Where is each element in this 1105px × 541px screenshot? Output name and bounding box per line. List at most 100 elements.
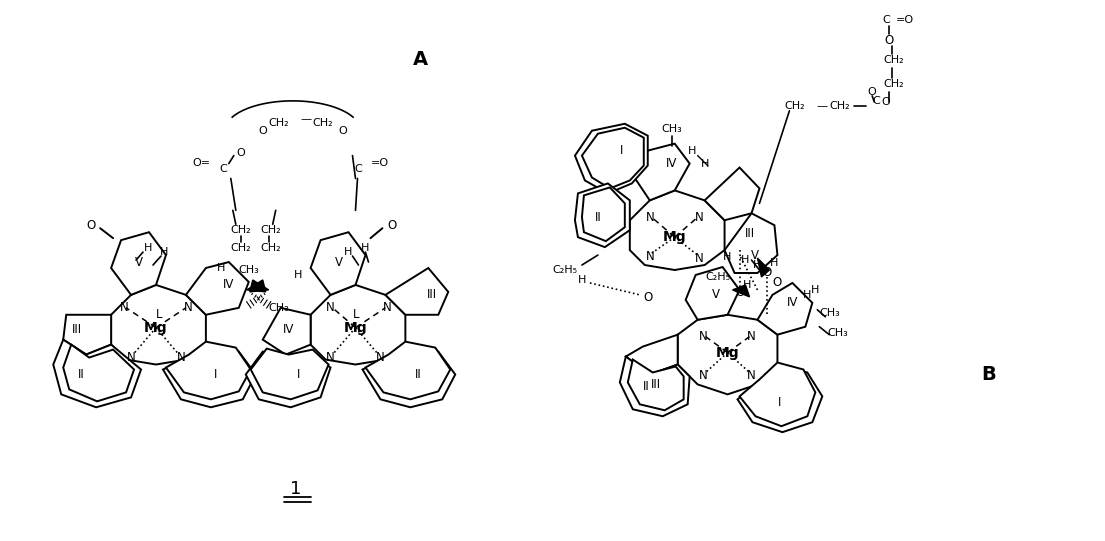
Polygon shape — [628, 360, 684, 410]
Text: =O: =O — [896, 15, 914, 25]
Polygon shape — [112, 232, 166, 295]
Text: A: A — [413, 50, 428, 69]
Text: O: O — [867, 87, 876, 97]
Polygon shape — [625, 335, 677, 374]
Text: CH₂: CH₂ — [261, 225, 281, 235]
Text: O: O — [882, 97, 891, 107]
Text: IV: IV — [283, 323, 294, 336]
Text: N: N — [699, 330, 708, 343]
Text: N: N — [127, 351, 136, 364]
Text: N: N — [383, 301, 392, 314]
Polygon shape — [386, 268, 449, 315]
Text: H: H — [361, 243, 370, 253]
Text: H: H — [744, 280, 751, 290]
Polygon shape — [705, 168, 759, 220]
Text: III: III — [651, 378, 661, 391]
Text: H: H — [724, 252, 732, 262]
Polygon shape — [575, 183, 630, 247]
Polygon shape — [758, 258, 769, 277]
Text: CH₂: CH₂ — [261, 243, 281, 253]
Text: Mg: Mg — [716, 346, 739, 360]
Text: O: O — [388, 219, 397, 232]
Text: CH₃: CH₃ — [661, 124, 682, 134]
Text: I: I — [778, 396, 781, 409]
Text: O: O — [236, 148, 245, 157]
Polygon shape — [311, 232, 366, 295]
Text: N: N — [119, 301, 128, 314]
Text: CH₂: CH₂ — [231, 225, 251, 235]
Text: O: O — [338, 126, 347, 136]
Text: I: I — [214, 368, 218, 381]
Text: CH₂: CH₂ — [231, 243, 251, 253]
Polygon shape — [737, 365, 822, 432]
Text: V: V — [135, 255, 143, 268]
Text: N: N — [695, 211, 704, 224]
Text: CH₃: CH₃ — [239, 265, 260, 275]
Polygon shape — [311, 285, 406, 365]
Polygon shape — [725, 213, 778, 273]
Text: N: N — [183, 301, 192, 314]
Text: =O: =O — [370, 157, 389, 168]
Text: H: H — [144, 243, 152, 253]
Text: N: N — [699, 369, 708, 382]
Polygon shape — [758, 283, 812, 335]
Text: N: N — [747, 369, 756, 382]
Text: —: — — [301, 114, 312, 124]
Text: H: H — [160, 247, 168, 257]
Text: CH₃: CH₃ — [269, 303, 290, 313]
Text: H: H — [345, 247, 352, 257]
Text: —: — — [817, 101, 828, 111]
Polygon shape — [677, 315, 778, 394]
Text: H: H — [811, 285, 820, 295]
Text: C₂H₅: C₂H₅ — [552, 265, 578, 275]
Text: CH₂: CH₂ — [785, 101, 804, 111]
Text: O: O — [86, 219, 96, 232]
Text: O: O — [735, 286, 744, 299]
Text: CH₂: CH₂ — [884, 79, 905, 89]
Text: H: H — [770, 258, 779, 268]
Polygon shape — [162, 345, 255, 407]
Text: H: H — [803, 290, 811, 300]
Text: N: N — [695, 252, 704, 265]
Polygon shape — [186, 262, 249, 315]
Polygon shape — [632, 144, 690, 200]
Text: CH₂: CH₂ — [884, 55, 905, 65]
Text: CH₃: CH₃ — [819, 308, 840, 318]
Text: H: H — [701, 159, 708, 169]
Text: V: V — [750, 248, 758, 262]
Text: H: H — [754, 260, 761, 270]
Text: IV: IV — [223, 279, 234, 292]
Text: N: N — [326, 301, 335, 314]
Text: C₂H₅: C₂H₅ — [705, 272, 730, 282]
Text: 1: 1 — [290, 480, 302, 498]
Polygon shape — [251, 348, 328, 399]
Polygon shape — [250, 280, 269, 292]
Polygon shape — [630, 190, 725, 270]
Text: O: O — [643, 292, 652, 305]
Polygon shape — [366, 341, 450, 399]
Text: H: H — [217, 263, 225, 273]
Text: L: L — [156, 308, 162, 321]
Text: L: L — [354, 308, 360, 321]
Text: N: N — [747, 330, 756, 343]
Text: O: O — [259, 126, 267, 136]
Text: N: N — [645, 211, 654, 224]
Text: H: H — [294, 270, 302, 280]
Polygon shape — [263, 308, 311, 354]
Text: C: C — [219, 163, 227, 174]
Text: B: B — [981, 365, 997, 384]
Text: II: II — [415, 368, 422, 381]
Polygon shape — [582, 128, 644, 188]
Text: CH₂: CH₂ — [313, 118, 333, 128]
Text: O=: O= — [192, 157, 211, 168]
Polygon shape — [166, 341, 251, 399]
Text: I: I — [620, 144, 623, 157]
Polygon shape — [582, 187, 624, 241]
Text: C: C — [355, 163, 362, 174]
Text: Mg: Mg — [344, 321, 367, 335]
Text: O: O — [884, 34, 894, 47]
Text: O: O — [762, 267, 772, 280]
Text: N: N — [645, 249, 654, 262]
Text: II: II — [77, 368, 85, 381]
Text: Mg: Mg — [663, 230, 686, 244]
